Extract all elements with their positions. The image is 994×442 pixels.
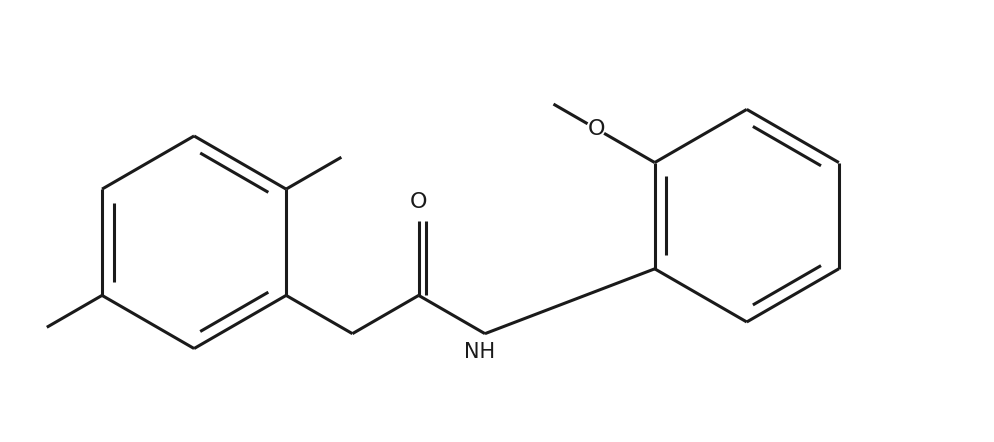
Text: O: O: [410, 193, 427, 213]
Text: NH: NH: [464, 342, 495, 362]
Text: O: O: [588, 119, 605, 139]
